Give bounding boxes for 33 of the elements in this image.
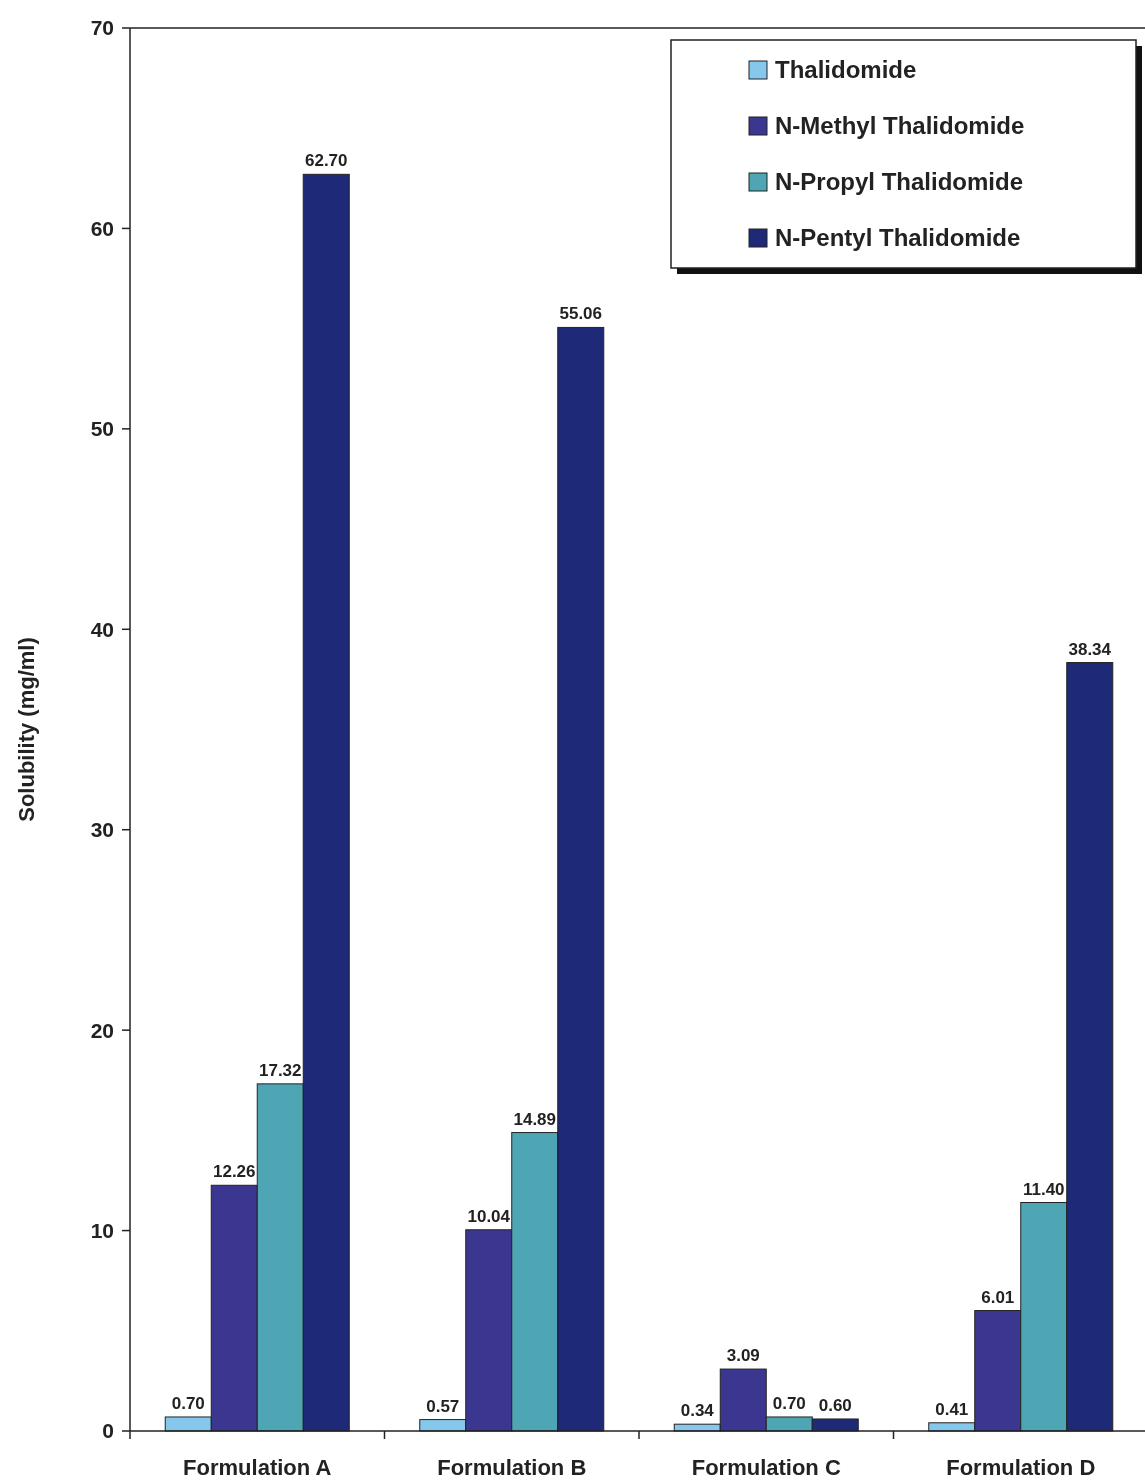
x-tick-label: Formulation C	[691, 1455, 841, 1480]
legend-label: Thalidomide	[775, 56, 917, 84]
y-tick-label: 30	[90, 818, 114, 842]
data-label: 12.26	[212, 1162, 256, 1182]
data-label: 0.41	[935, 1399, 969, 1419]
data-label: 3.09	[726, 1346, 760, 1366]
y-tick-label: 10	[90, 1218, 114, 1242]
y-tick-label: 60	[90, 216, 114, 240]
y-tick-label: 0	[102, 1419, 114, 1443]
data-label: 0.70	[772, 1393, 806, 1413]
data-label: 0.34	[680, 1401, 715, 1421]
legend-label: N-Pentyl Thalidomide	[775, 224, 1021, 252]
y-tick-label: 40	[90, 617, 114, 641]
x-tick-label: Formulation D	[946, 1455, 1096, 1480]
data-label: 55.06	[559, 304, 603, 324]
data-label: 0.70	[171, 1393, 205, 1413]
x-tick-label: Formulation A	[183, 1455, 332, 1480]
legend-label: N-Methyl Thalidomide	[775, 112, 1025, 140]
y-tick-label: 20	[90, 1018, 114, 1042]
data-label: 0.60	[818, 1395, 852, 1415]
data-label: 11.40	[1022, 1179, 1065, 1199]
data-label: 6.01	[981, 1287, 1015, 1307]
legend-label: N-Propyl Thalidomide	[775, 168, 1024, 196]
x-tick-label: Formulation B	[437, 1455, 587, 1480]
y-tick-label: 50	[90, 417, 114, 441]
data-label: 10.04	[467, 1206, 511, 1226]
y-tick-label: 70	[90, 16, 114, 40]
data-label: 0.57	[426, 1396, 460, 1416]
data-label: 38.34	[1068, 639, 1112, 659]
data-label: 17.32	[258, 1060, 302, 1080]
data-label: 14.89	[513, 1109, 557, 1129]
data-label: 62.70	[304, 151, 348, 171]
y-axis-title: Solubility (mg/ml)	[14, 637, 39, 822]
